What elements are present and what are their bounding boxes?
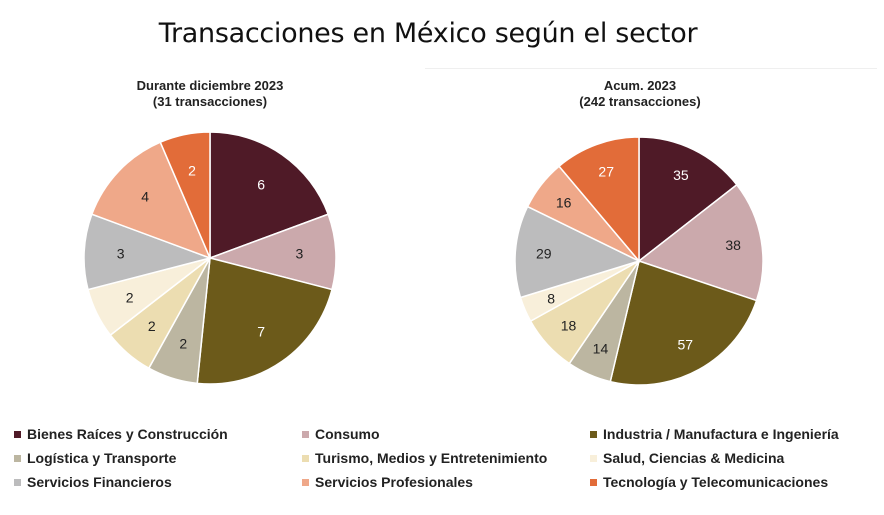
pie-slice [209, 131, 330, 260]
right-chart-heading: Acum. 2023 (242 transacciones) [530, 78, 750, 110]
data-label: 4 [141, 188, 149, 204]
legend-swatch [302, 478, 309, 486]
legend-item: Servicios Profesionales [302, 474, 473, 490]
data-label: 38 [725, 237, 741, 253]
left-chart-heading: Durante diciembre 2023 (31 transacciones… [110, 78, 310, 110]
legend-swatch [14, 454, 21, 462]
legend-item: Servicios Financieros [14, 474, 172, 490]
legend-label: Tecnología y Telecomunicaciones [603, 474, 829, 490]
data-label: 57 [678, 337, 694, 353]
legend-item: Tecnología y Telecomunicaciones [590, 474, 828, 490]
pie-slice [196, 257, 333, 385]
left-chart-subtitle: (31 transacciones) [152, 94, 268, 109]
legend-swatch [302, 430, 309, 438]
data-label: 16 [556, 194, 572, 210]
pie-slice [514, 205, 642, 299]
data-label: 8 [547, 290, 555, 306]
data-label: 14 [593, 340, 609, 356]
data-label: 29 [536, 246, 552, 262]
data-label: 3 [295, 245, 303, 261]
legend-swatch [14, 478, 21, 486]
legend-label: Servicios Profesionales [315, 474, 473, 490]
legend-label: Turismo, Medios y Entretenimiento [315, 450, 548, 466]
data-label: 2 [126, 289, 134, 305]
data-label: 18 [561, 317, 577, 333]
legend-item: Consumo [302, 426, 380, 442]
right-chart-title: Acum. 2023 [603, 78, 677, 93]
legend-item: Industria / Manufactura e Ingeniería [590, 426, 839, 442]
legend-label: Bienes Raíces y Construcción [27, 426, 228, 442]
legend-swatch [302, 454, 309, 462]
pie-slice [609, 260, 758, 386]
data-label: 2 [148, 318, 156, 334]
data-label: 7 [257, 323, 265, 339]
data-label: 2 [188, 162, 196, 178]
legend: Bienes Raíces y Construcción Consumo Ind… [14, 426, 874, 506]
legend-item: Logística y Transporte [14, 450, 176, 466]
legend-item: Bienes Raíces y Construcción [14, 426, 228, 442]
legend-item: Salud, Ciencias & Medicina [590, 450, 784, 466]
data-label: 35 [673, 167, 689, 183]
legend-label: Logística y Transporte [27, 450, 177, 466]
pie-1: 35 38 57 14 18 8 29 16 27 [514, 136, 764, 386]
pie-slice [637, 183, 764, 302]
data-label: 3 [117, 245, 125, 261]
left-chart-title: Durante diciembre 2023 [136, 78, 284, 93]
legend-label: Servicios Financieros [27, 474, 172, 490]
legend-label: Salud, Ciencias & Medicina [603, 450, 785, 466]
legend-swatch [14, 430, 21, 438]
legend-swatch [590, 454, 597, 462]
pie-slice [83, 213, 213, 291]
pie-slice [557, 136, 640, 264]
pie-slice [207, 213, 337, 291]
legend-item: Turismo, Medios y Entretenimiento [302, 450, 547, 466]
pie-slice [638, 136, 738, 263]
legend-label: Consumo [315, 426, 380, 442]
right-chart-subtitle: (242 transacciones) [579, 94, 701, 109]
legend-swatch [590, 478, 597, 486]
data-label: 6 [257, 177, 265, 193]
pie-slice [159, 131, 211, 259]
chart-title: Transacciones en México según el sector [158, 18, 698, 49]
data-label: 27 [598, 163, 614, 179]
data-label: 2 [179, 335, 187, 351]
pie-slice [90, 141, 212, 260]
separator-line [425, 68, 877, 69]
legend-label: Industria / Manufactura e Ingeniería [603, 426, 839, 442]
legend-swatch [590, 430, 597, 438]
